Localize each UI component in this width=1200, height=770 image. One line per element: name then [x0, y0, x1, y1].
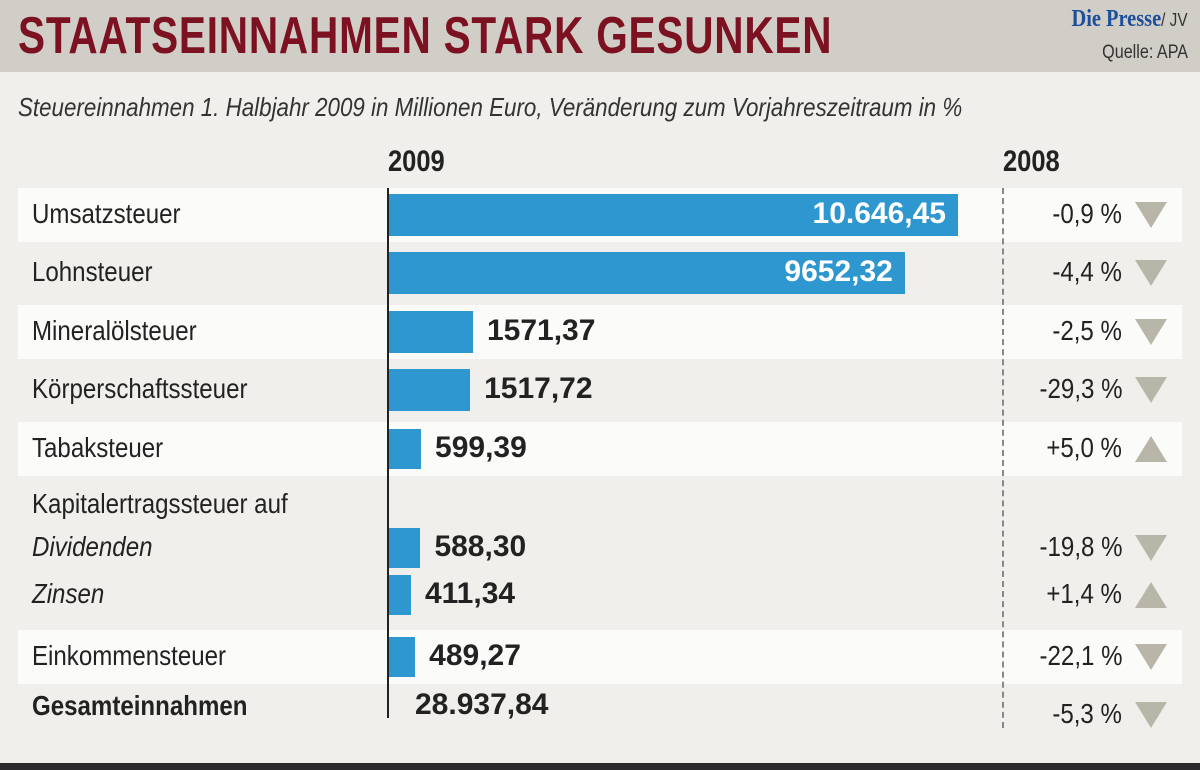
row-label: Dividenden: [32, 531, 153, 562]
divider-line: [1002, 188, 1004, 728]
change-label: -22,1 %: [1039, 640, 1122, 671]
down-triangle-icon: [1135, 535, 1167, 561]
row-label: Umsatzsteuer: [32, 198, 181, 229]
value-label: 1517,72: [484, 372, 593, 405]
bar: [389, 429, 422, 469]
down-triangle-icon: [1135, 644, 1167, 670]
row-background: [18, 630, 1182, 684]
value-label: 411,34: [424, 577, 516, 610]
bar: [389, 194, 958, 236]
down-triangle-icon: [1135, 202, 1167, 228]
bar: [389, 311, 473, 353]
change-label: -4,4 %: [1052, 256, 1122, 287]
row-label: Tabaksteuer: [32, 432, 164, 463]
total-label: Gesamteinnahmen: [32, 690, 248, 721]
row-background: [18, 305, 1182, 359]
value-label: 489,27: [429, 639, 521, 672]
down-triangle-icon: [1135, 702, 1167, 728]
change-label: -29,3 %: [1039, 373, 1122, 404]
bar: [389, 637, 416, 677]
header-band: STAATSEINNAHMEN STARK GESUNKEN Die Press…: [0, 0, 1200, 72]
row-label: Zinsen: [32, 578, 105, 609]
down-triangle-icon: [1135, 377, 1167, 403]
bottom-rule: [0, 763, 1200, 770]
change-label: +5,0 %: [1046, 432, 1122, 463]
change-label: -2,5 %: [1052, 315, 1122, 346]
column-header-2009: 2009: [388, 145, 445, 178]
up-triangle-icon: [1135, 436, 1167, 462]
group-label: Kapitalertragssteuer auf: [32, 488, 288, 519]
down-triangle-icon: [1135, 319, 1167, 345]
chart-subtitle: Steuereinnahmen 1. Halbjahr 2009 in Mill…: [18, 92, 963, 122]
brand-logo: Die Presse/ JV: [1071, 6, 1188, 32]
value-label: 588,30: [434, 530, 527, 563]
column-header-2008: 2008: [1003, 145, 1060, 178]
total-value: 28.937,84: [415, 688, 549, 721]
chart-title: STAATSEINNAHMEN STARK GESUNKEN: [18, 7, 833, 65]
source-note: Quelle: APA: [1102, 42, 1188, 63]
total-change: -5,3 %: [1052, 698, 1122, 729]
value-label: 10.646,45: [812, 197, 946, 230]
up-triangle-icon: [1135, 582, 1167, 608]
row-label: Mineralölsteuer: [32, 315, 197, 346]
bar: [389, 369, 471, 411]
change-label: -19,8 %: [1039, 531, 1122, 562]
axis-line: [387, 188, 389, 718]
row-label: Einkommensteuer: [32, 640, 227, 671]
row-background: [18, 422, 1182, 476]
down-triangle-icon: [1135, 260, 1167, 286]
bar: [389, 528, 421, 568]
row-label: Körperschaftssteuer: [32, 373, 248, 404]
value-label: 9652,32: [784, 255, 893, 288]
value-label: 1571,37: [486, 314, 596, 347]
bar: [389, 252, 905, 294]
row-label: Lohnsteuer: [32, 256, 153, 287]
bar: [389, 575, 411, 615]
change-label: +1,4 %: [1046, 578, 1122, 609]
change-label: -0,9 %: [1052, 198, 1122, 229]
value-label: 599,39: [435, 431, 527, 464]
